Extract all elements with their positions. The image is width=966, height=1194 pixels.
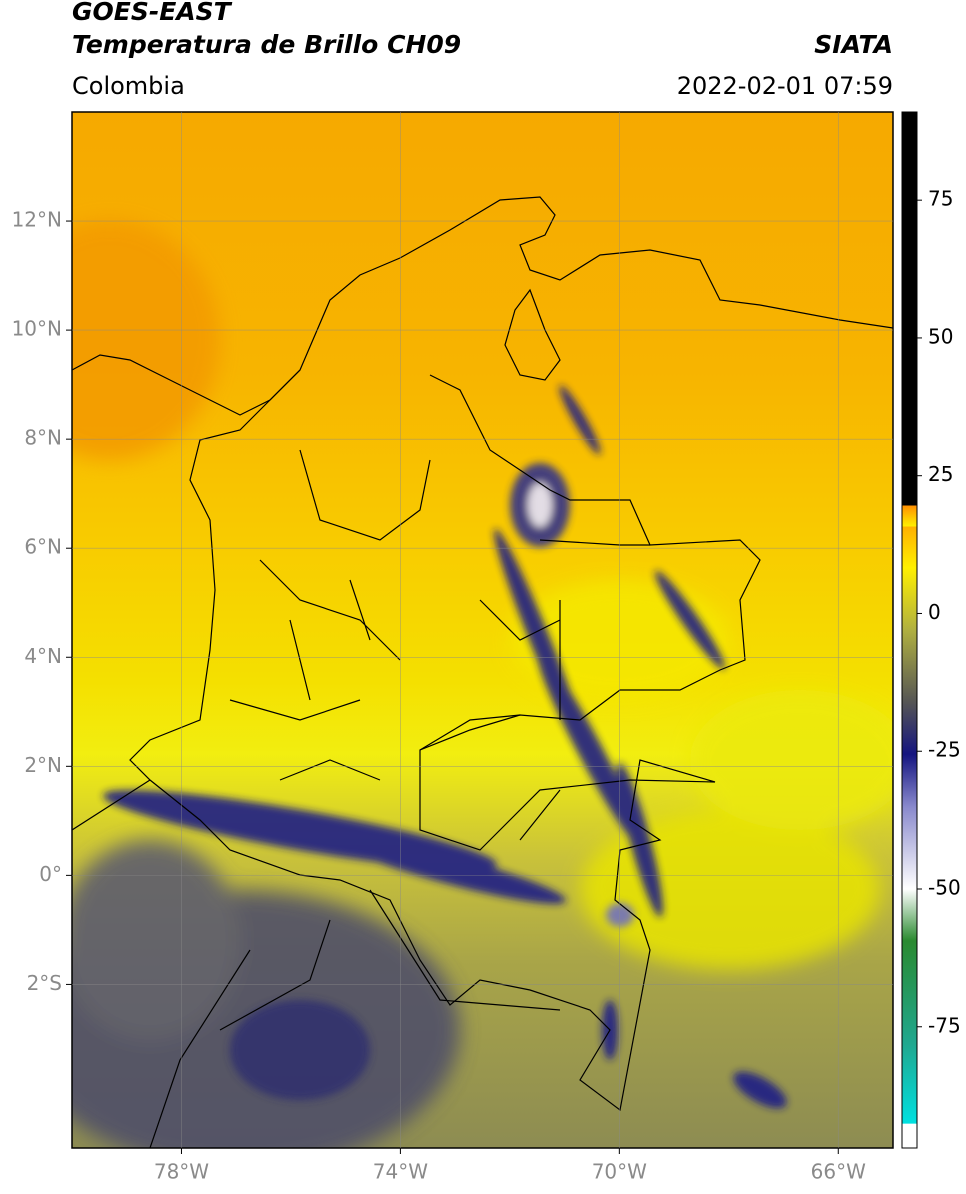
datetime: 2022-02-01 07:59 [677,72,893,100]
colorbar-tick-label: -50 [928,876,961,900]
colorbar-tick-label: -25 [928,738,961,762]
source: SIATA [814,30,893,59]
y-tick-label: 8°N [24,426,62,450]
x-tick-label: 78°W [154,1160,209,1184]
x-tick-label: 74°W [373,1160,428,1184]
y-tick-label: 6°N [24,535,62,559]
map-frame [71,111,894,1149]
y-tick-label: 10°N [12,317,62,341]
y-tick-label: 12°N [12,208,62,232]
colorbar [901,111,918,1149]
y-tick-label: 4°N [24,644,62,668]
colorbar-tick-label: 25 [928,462,953,486]
colorbar-tick-label: 0 [928,600,941,624]
x-tick-label: 70°W [592,1160,647,1184]
region: Colombia [72,72,185,100]
x-tick-label: 66°W [811,1160,866,1184]
colorbar-tick-label: -75 [928,1013,961,1037]
y-tick-label: 2°S [27,971,62,995]
colorbar-tick-label: 75 [928,187,953,211]
map-image [72,112,893,1148]
y-tick-label: 0° [39,862,62,886]
subtitle-title: Temperatura de Brillo CH09 [72,30,461,59]
colorbar-tick-label: 50 [928,324,953,348]
title: GOES-EAST [72,0,233,26]
y-tick-label: 2°N [24,753,62,777]
